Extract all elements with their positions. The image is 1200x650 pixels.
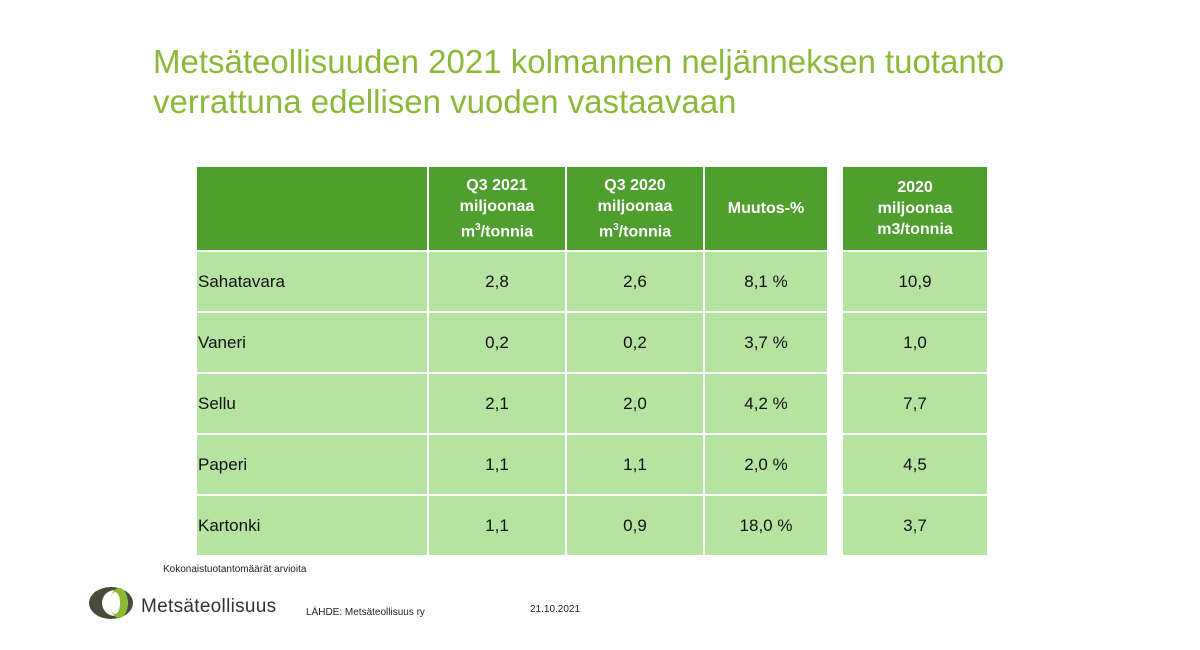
cell-q3-2021: 2,8 — [429, 252, 567, 313]
header-row: 2020 miljoonaa m3/tonnia — [843, 167, 987, 252]
cell-q3-2020: 2,0 — [567, 374, 705, 435]
slide-title: Metsäteollisuuden 2021 kolmannen neljänn… — [153, 42, 1153, 122]
cell-q3-2020: 2,6 — [567, 252, 705, 313]
date-text: 21.10.2021 — [530, 604, 581, 615]
row-label: Sahatavara — [197, 252, 429, 313]
title-line-2: verrattuna edellisen vuoden vastaavaan — [153, 83, 737, 120]
cell-change: 3,7 % — [705, 313, 827, 374]
cell-q3-2021: 0,2 — [429, 313, 567, 374]
table-row: 10,9 — [843, 252, 987, 313]
cell-q3-2021: 2,1 — [429, 374, 567, 435]
cell-change: 8,1 % — [705, 252, 827, 313]
cell-q3-2020: 0,2 — [567, 313, 705, 374]
row-label: Kartonki — [197, 496, 429, 555]
source-text: LÄHDE: Metsäteollisuus ry — [306, 607, 425, 618]
table-row: 7,7 — [843, 374, 987, 435]
row-label: Vaneri — [197, 313, 429, 374]
cell-change: 18,0 % — [705, 496, 827, 555]
header-2020: 2020 miljoonaa m3/tonnia — [843, 167, 987, 252]
cell-q3-2020: 1,1 — [567, 435, 705, 496]
cell-2020: 10,9 — [843, 252, 987, 313]
cell-q3-2020: 0,9 — [567, 496, 705, 555]
header-q3-2020: Q3 2020 miljoonaa m3/tonnia — [567, 167, 705, 252]
header-change: Muutos-% — [705, 167, 827, 252]
title-line-1: Metsäteollisuuden 2021 kolmannen neljänn… — [153, 43, 1005, 80]
cell-2020: 4,5 — [843, 435, 987, 496]
table-row: Sellu 2,1 2,0 4,2 % — [197, 374, 827, 435]
brand-name: Metsäteollisuus — [141, 596, 277, 617]
metsateollisuus-logo-icon — [89, 587, 133, 619]
header-product — [197, 167, 429, 252]
cell-q3-2021: 1,1 — [429, 496, 567, 555]
table-row: 3,7 — [843, 496, 987, 555]
table-row: Kartonki 1,1 0,9 18,0 % — [197, 496, 827, 555]
table-row: 1,0 — [843, 313, 987, 374]
production-table: Q3 2021 miljoonaa m3/tonnia Q3 2020 milj… — [197, 167, 827, 555]
cell-2020: 7,7 — [843, 374, 987, 435]
header-row: Q3 2021 miljoonaa m3/tonnia Q3 2020 milj… — [197, 167, 827, 252]
cell-q3-2021: 1,1 — [429, 435, 567, 496]
table-row: Vaneri 0,2 0,2 3,7 % — [197, 313, 827, 374]
cell-change: 4,2 % — [705, 374, 827, 435]
cell-change: 2,0 % — [705, 435, 827, 496]
cell-2020: 1,0 — [843, 313, 987, 374]
row-label: Paperi — [197, 435, 429, 496]
table-row: 4,5 — [843, 435, 987, 496]
table-row: Paperi 1,1 1,1 2,0 % — [197, 435, 827, 496]
header-q3-2021: Q3 2021 miljoonaa m3/tonnia — [429, 167, 567, 252]
annual-2020-table: 2020 miljoonaa m3/tonnia 10,9 1,0 7,7 4,… — [843, 167, 987, 555]
estimate-note: Kokonaistuotantomäärät arvioita — [163, 564, 307, 575]
row-label: Sellu — [197, 374, 429, 435]
cell-2020: 3,7 — [843, 496, 987, 555]
table-row: Sahatavara 2,8 2,6 8,1 % — [197, 252, 827, 313]
